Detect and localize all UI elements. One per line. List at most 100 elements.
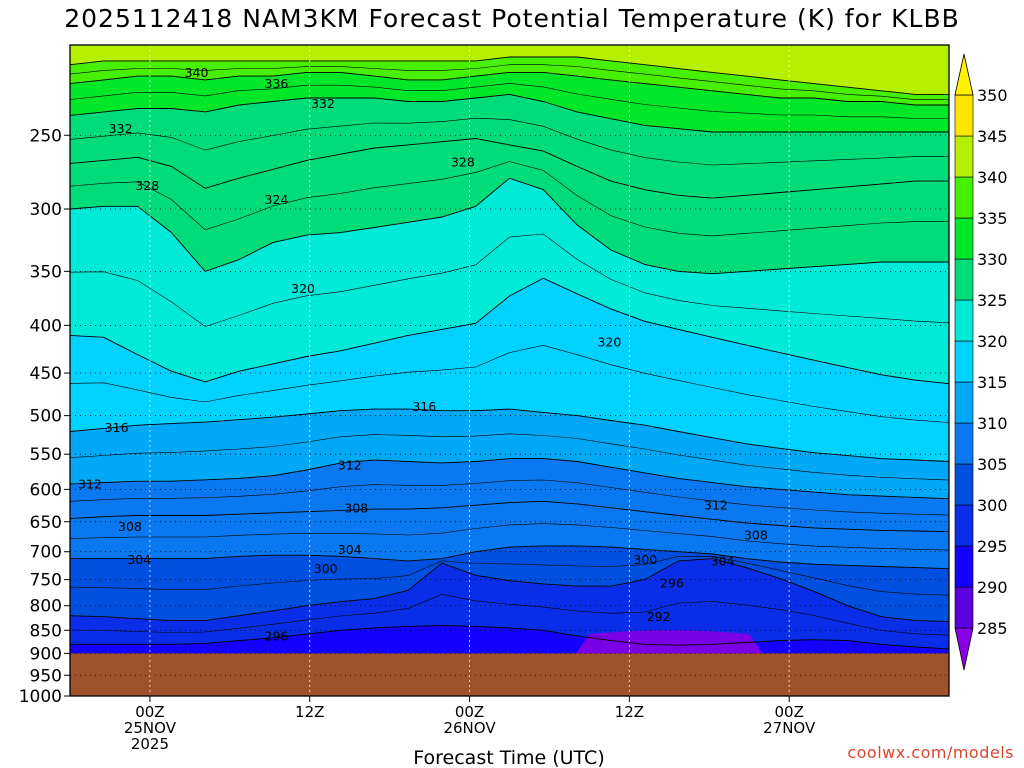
contour-label: 332 — [311, 96, 335, 111]
isentrope-296 — [70, 625, 949, 650]
colorbar-max-arrow — [954, 53, 974, 96]
contour-label: 320 — [291, 281, 315, 296]
theta-band — [70, 501, 949, 569]
contour-label: 304 — [127, 552, 151, 567]
isentrope-intermediate — [70, 593, 949, 636]
theta-band — [70, 545, 949, 622]
isentrope-intermediate — [70, 479, 949, 516]
y-tick-label: 900 — [30, 644, 62, 664]
contour-label: 304 — [338, 542, 362, 557]
chart-title: 2025112418 NAM3KM Forecast Potential Tem… — [64, 4, 960, 33]
colorbar-segment — [954, 258, 974, 301]
isentrope-304 — [70, 545, 949, 570]
colorbar-segment — [954, 94, 974, 137]
colorbar-label: 350 — [977, 86, 1008, 105]
colorbar-label: 335 — [977, 209, 1008, 228]
isentrope-300 — [70, 558, 949, 623]
contour-label: 312 — [704, 498, 728, 513]
contour-labels-layer: 340 336 332 332 328 328 324 320 320 316 316 312 312 3… — [78, 65, 768, 644]
colorbar-label: 295 — [977, 537, 1008, 556]
contour-label: 308 — [118, 519, 142, 534]
contour-label: 328 — [451, 154, 475, 169]
colorbar-label: 345 — [977, 127, 1008, 146]
y-tick-label: 850 — [30, 621, 62, 641]
isentrope-intermediate — [70, 161, 949, 237]
y-tick-label: 300 — [30, 200, 62, 220]
isentrope-320 — [70, 277, 949, 385]
contour-label: 316 — [412, 399, 436, 414]
y-tick-label: 650 — [30, 513, 62, 533]
colorbar-segment — [954, 217, 974, 260]
x-axis-title: Forecast Time (UTC) — [413, 747, 604, 768]
isentrope-intermediate — [70, 433, 949, 481]
contour-label: 296 — [265, 628, 289, 643]
theta-band — [70, 94, 949, 199]
theta-band — [70, 178, 949, 384]
y-tick-label: 550 — [30, 445, 62, 465]
theta-fill-layer — [70, 45, 949, 696]
x-tick-label: 26NOV — [443, 719, 496, 737]
isentrope-312 — [70, 458, 949, 500]
isentrope-intermediate — [70, 83, 949, 119]
x-tick-label: 27NOV — [763, 719, 816, 737]
colorbar-label: 325 — [977, 291, 1008, 310]
colorbar-segment — [954, 545, 974, 588]
contour-label: 332 — [109, 121, 133, 136]
y-tick-label: 600 — [30, 480, 62, 500]
isentrope-intermediate — [70, 556, 949, 596]
isentrope-328 — [70, 138, 949, 199]
y-tick-label: 1000 — [19, 687, 62, 707]
colorbar-segment — [954, 463, 974, 506]
theta-band — [70, 45, 949, 95]
contour-label: 328 — [135, 178, 159, 193]
theta-band — [70, 458, 949, 532]
isentrope-lines-layer — [70, 56, 949, 650]
terrain-fill — [70, 653, 949, 696]
contour-label: 292 — [647, 609, 671, 624]
colorbar-segment — [954, 504, 974, 547]
y-tick-label: 350 — [30, 262, 62, 282]
isentrope-336 — [70, 71, 949, 106]
theta-band — [70, 57, 949, 105]
colorbar-segment — [954, 381, 974, 424]
y-tick-label: 250 — [30, 126, 62, 146]
theta-band — [70, 138, 949, 274]
credit-text: coolwx.com/models — [847, 743, 1014, 762]
isentrope-intermediate — [70, 523, 949, 551]
contour-label: 296 — [660, 575, 684, 590]
contour-label: 320 — [597, 335, 621, 350]
x-tick-label: 00Z — [135, 703, 164, 721]
isentrope-340 — [70, 56, 949, 95]
colorbar-label: 330 — [977, 250, 1008, 269]
colorbar-label: 300 — [977, 496, 1008, 515]
contour-label: 316 — [105, 420, 129, 435]
x-tick-label: 25NOV — [124, 719, 177, 737]
colorbar-label: 285 — [977, 619, 1008, 638]
x-tick-label: 2025 — [131, 735, 169, 753]
terrain-layer — [70, 653, 949, 696]
x-tick-label: 00Z — [455, 703, 484, 721]
isentrope-332 — [70, 93, 949, 133]
isentrope-324 — [70, 177, 949, 275]
isentrope-316 — [70, 408, 949, 462]
contour-label: 340 — [185, 65, 209, 80]
colorbar-segment — [954, 586, 974, 629]
contour-label: 300 — [314, 561, 338, 576]
colorbar-segment — [954, 135, 974, 178]
isentrope-intermediate — [70, 117, 949, 166]
theta-band — [70, 409, 949, 499]
colorbar-label: 320 — [977, 332, 1008, 351]
contour-label: 304 — [711, 553, 735, 568]
contour-label: 312 — [78, 476, 102, 491]
y-tick-label: 450 — [30, 364, 62, 384]
x-tick-label: 12Z — [295, 703, 324, 721]
contour-label: 308 — [744, 528, 768, 543]
grid-layer — [70, 45, 949, 697]
y-tick-label: 950 — [30, 666, 62, 686]
colorbar-label: 315 — [977, 373, 1008, 392]
cold-pocket — [576, 630, 763, 654]
y-tick-label: 700 — [30, 543, 62, 563]
contour-label: 324 — [265, 192, 289, 207]
colorbar-label: 290 — [977, 578, 1008, 597]
